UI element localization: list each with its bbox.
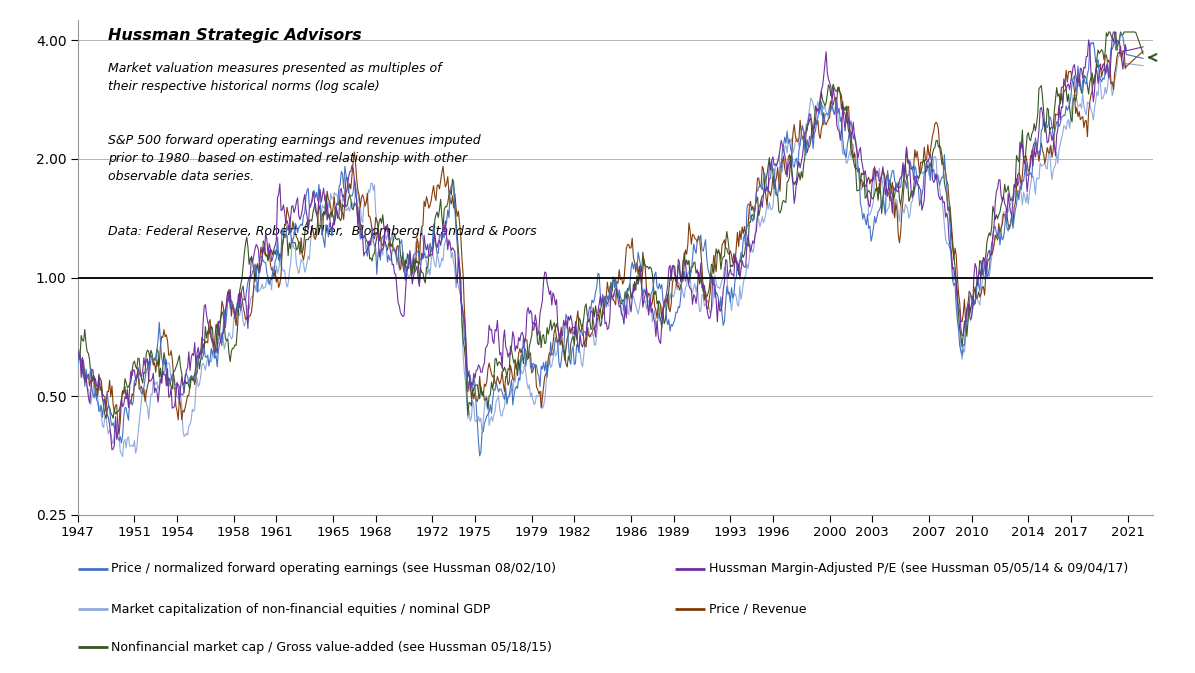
Text: S&P 500 forward operating earnings and revenues imputed
prior to 1980  based on : S&P 500 forward operating earnings and r… <box>108 134 480 183</box>
Text: Hussman Strategic Advisors: Hussman Strategic Advisors <box>108 28 361 42</box>
Text: Hussman Margin-Adjusted P/E (see Hussman 05/05/14 & 09/04/17): Hussman Margin-Adjusted P/E (see Hussman… <box>709 562 1128 575</box>
Text: Price / normalized forward operating earnings (see Hussman 08/02/10): Price / normalized forward operating ear… <box>111 562 556 575</box>
Text: Price / Revenue: Price / Revenue <box>709 602 807 616</box>
Text: Nonfinancial market cap / Gross value-added (see Hussman 05/18/15): Nonfinancial market cap / Gross value-ad… <box>111 641 552 654</box>
Text: Data: Federal Reserve, Robert Shiller,  Bloomberg, Standard & Poors: Data: Federal Reserve, Robert Shiller, B… <box>108 225 537 238</box>
Text: Market valuation measures presented as multiples of
their respective historical : Market valuation measures presented as m… <box>108 62 441 94</box>
Text: Market capitalization of non-financial equities / nominal GDP: Market capitalization of non-financial e… <box>111 602 490 616</box>
